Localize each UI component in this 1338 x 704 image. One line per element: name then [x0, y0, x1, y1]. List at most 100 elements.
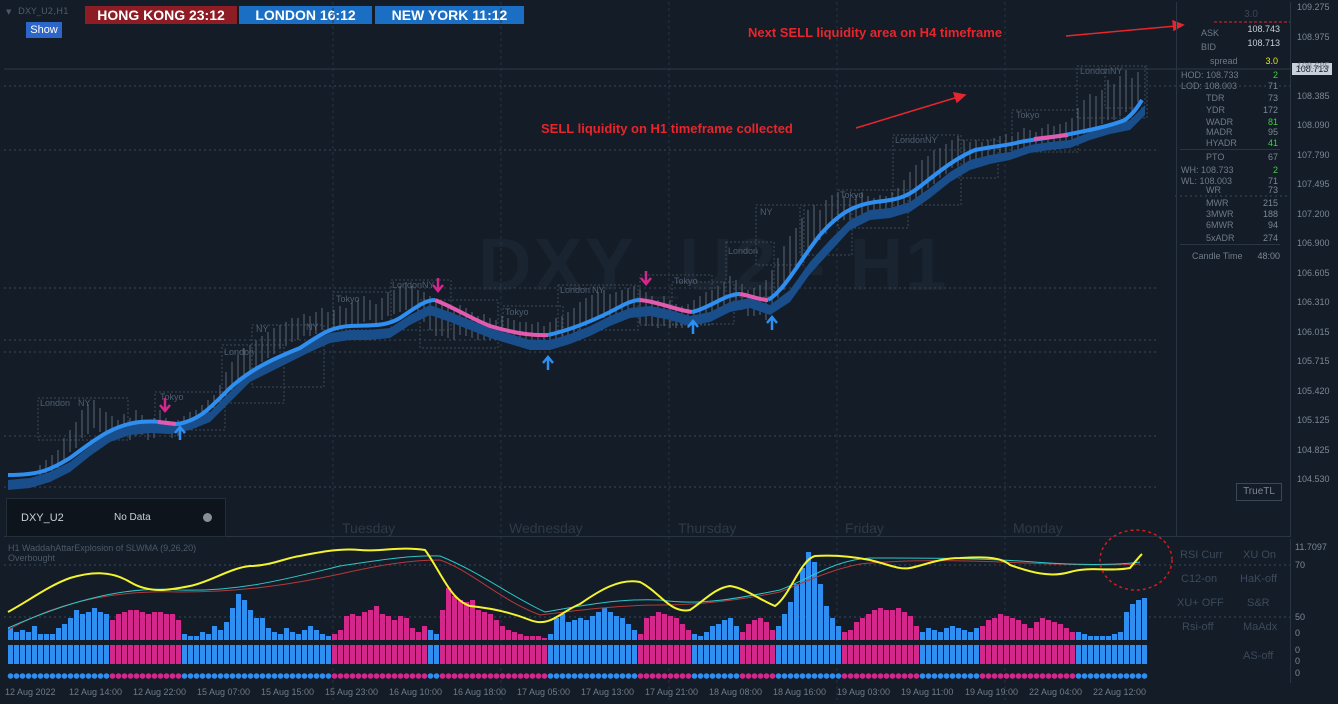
- signal-dot: [373, 673, 380, 679]
- histogram-bar: [1040, 618, 1045, 640]
- signal-dot: [505, 673, 512, 679]
- signal-dot: [997, 673, 1004, 679]
- price-axis-tick: 105.420: [1297, 385, 1330, 396]
- histogram-bar: [140, 612, 145, 640]
- signal-dot: [49, 673, 56, 679]
- strip-bar: [350, 645, 355, 664]
- strip-bar: [884, 645, 889, 664]
- strip-bar: [572, 645, 577, 664]
- histogram-bar: [170, 614, 175, 640]
- truetl-button[interactable]: TrueTL: [1236, 483, 1282, 501]
- signal-dot: [625, 673, 632, 679]
- indicator-toggle-button[interactable]: MaAdx: [1243, 621, 1278, 633]
- indicator-toggle-button[interactable]: Rsi-off: [1182, 621, 1214, 633]
- svg-text:Tokyo: Tokyo: [505, 307, 529, 317]
- signal-dot: [361, 673, 368, 679]
- svg-text:Tokyo: Tokyo: [840, 190, 864, 200]
- indicator-panel[interactable]: [4, 539, 1291, 683]
- indicator-toggle-button[interactable]: S&R: [1247, 597, 1270, 609]
- stat-label: LOD: 108.003: [1181, 81, 1238, 91]
- strip-bar: [848, 645, 853, 664]
- histogram-bar: [596, 612, 601, 640]
- signal-dot: [289, 673, 296, 679]
- indicator-toggle-button[interactable]: XU On: [1243, 549, 1277, 561]
- histogram-bar: [218, 630, 223, 640]
- histogram-bar: [206, 634, 211, 640]
- price-axis-tick: 106.605: [1297, 267, 1330, 278]
- signal-dot: [853, 673, 860, 679]
- histogram-bar: [632, 630, 637, 640]
- strip-bar: [236, 645, 241, 664]
- histogram-bar: [416, 632, 421, 640]
- histogram-bar: [488, 614, 493, 640]
- signal-dot: [37, 673, 44, 679]
- signal-dot: [61, 673, 68, 679]
- signal-dot: [121, 673, 128, 679]
- collapse-icon[interactable]: ▼: [6, 8, 12, 16]
- indicator-toggle-button[interactable]: AS-off: [1243, 650, 1274, 662]
- svg-text:London: London: [560, 285, 590, 295]
- trend-line: [7, 298, 436, 477]
- strip-bar: [812, 645, 817, 664]
- histogram-bar: [902, 612, 907, 640]
- histogram-bar: [788, 602, 793, 640]
- stat-value: 215: [1262, 198, 1278, 208]
- strip-bar: [1118, 645, 1123, 664]
- strip-bar: [614, 645, 619, 664]
- signal-dot: [859, 673, 866, 679]
- trend-line-4: [766, 98, 1144, 302]
- svg-text:NY: NY: [925, 135, 938, 145]
- strip-bar: [338, 645, 343, 664]
- histogram-bar: [818, 584, 823, 640]
- indicator-axis-tick: 70: [1295, 560, 1306, 570]
- time-axis-tick: 22 Aug 12:00: [1093, 687, 1147, 697]
- histogram-bar: [860, 618, 865, 640]
- show-button[interactable]: Show: [26, 22, 62, 38]
- histogram-bar: [854, 622, 859, 640]
- chart-area[interactable]: [4, 2, 1291, 537]
- histogram-bar: [908, 616, 913, 640]
- histogram-bar: [332, 634, 337, 640]
- signal-dot: [937, 673, 944, 679]
- signal-dot: [295, 673, 302, 679]
- data-box-symbol: DXY_U2: [21, 512, 64, 524]
- stat-label: WL: 108.003: [1181, 176, 1233, 186]
- strip-bar: [116, 645, 121, 664]
- indicator-toggle-button[interactable]: HaK-off: [1240, 573, 1278, 585]
- histogram-bar: [584, 620, 589, 640]
- strip-bar: [914, 645, 919, 664]
- histogram-bar: [302, 630, 307, 640]
- indicator-toggle-button[interactable]: RSI Curr: [1180, 549, 1223, 561]
- spread-label: spread: [1210, 56, 1238, 66]
- strip-bar: [482, 645, 487, 664]
- svg-text:Tokyo: Tokyo: [160, 392, 184, 402]
- strip-bar: [500, 645, 505, 664]
- signal-dot: [895, 673, 902, 679]
- histogram-bar: [872, 610, 877, 640]
- indicator-toggle-button[interactable]: XU+ OFF: [1177, 597, 1224, 609]
- histogram-bar: [800, 568, 805, 640]
- bid-label: BID: [1201, 42, 1217, 52]
- indicator-subtitle: Overbought: [8, 553, 56, 563]
- price-axis-tick: 107.790: [1297, 149, 1330, 160]
- strip-bar: [512, 645, 517, 664]
- signal-dot: [469, 673, 476, 679]
- strip-bar: [14, 645, 19, 664]
- strip-bar: [134, 645, 139, 664]
- time-axis-tick: 17 Aug 21:00: [645, 687, 699, 697]
- strip-bar: [860, 645, 865, 664]
- histogram-bar: [704, 632, 709, 640]
- signal-dot: [7, 673, 14, 679]
- signal-dot: [745, 673, 752, 679]
- time-axis-tick: 18 Aug 16:00: [773, 687, 827, 697]
- strip-bar: [980, 645, 985, 664]
- signal-dot: [463, 673, 470, 679]
- histogram-bar: [890, 610, 895, 640]
- strip-bar: [248, 645, 253, 664]
- indicator-toggle-button[interactable]: C12-on: [1181, 573, 1218, 585]
- histogram-bar: [338, 630, 343, 640]
- signal-dot: [433, 673, 440, 679]
- histogram-bar: [56, 628, 61, 640]
- histogram-bar: [230, 608, 235, 640]
